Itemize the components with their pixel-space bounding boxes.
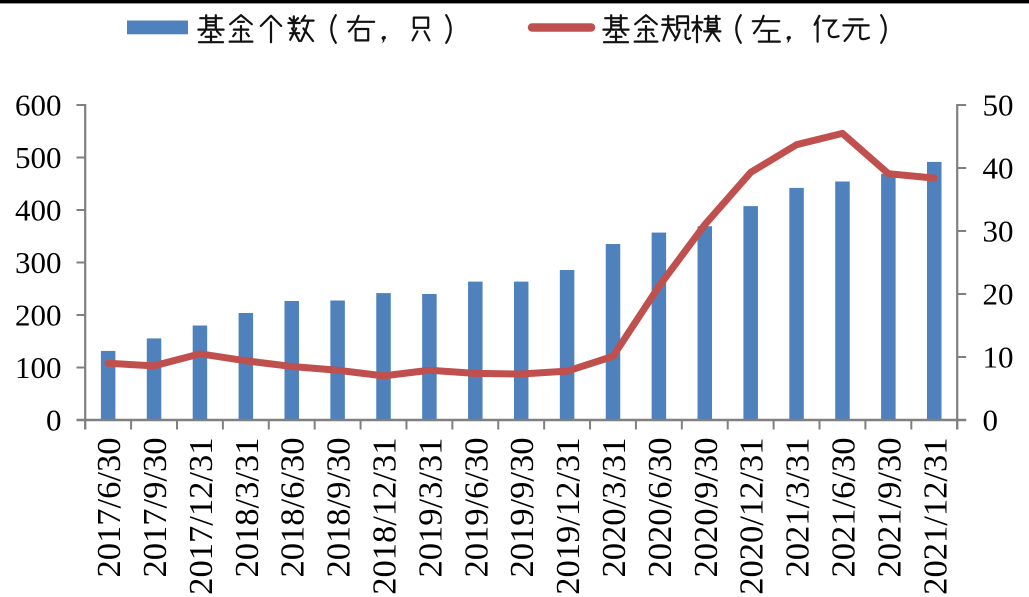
svg-text:2021/3/31: 2021/3/31 (780, 438, 817, 578)
svg-text:100: 100 (15, 350, 62, 385)
svg-text:2021/12/31: 2021/12/31 (917, 438, 954, 595)
svg-text:20: 20 (983, 277, 1014, 312)
svg-text:500: 500 (15, 140, 62, 175)
svg-text:50: 50 (983, 88, 1014, 123)
svg-text:2019/6/30: 2019/6/30 (458, 438, 495, 578)
svg-text:2017/12/31: 2017/12/31 (183, 438, 220, 595)
svg-text:2019/9/30: 2019/9/30 (504, 438, 541, 578)
svg-text:2021/6/30: 2021/6/30 (825, 438, 862, 578)
svg-text:0: 0 (46, 403, 62, 438)
svg-text:2019/12/31: 2019/12/31 (550, 438, 587, 595)
svg-text:200: 200 (15, 298, 62, 333)
svg-text:2019/3/31: 2019/3/31 (412, 438, 449, 578)
svg-text:2020/6/30: 2020/6/30 (642, 438, 679, 578)
svg-text:2018/9/30: 2018/9/30 (321, 438, 358, 578)
svg-text:2020/9/30: 2020/9/30 (688, 438, 725, 578)
svg-text:2017/9/30: 2017/9/30 (137, 438, 174, 578)
svg-text:2017/6/30: 2017/6/30 (91, 438, 128, 578)
svg-text:30: 30 (983, 214, 1014, 249)
svg-text:2021/9/30: 2021/9/30 (871, 438, 908, 578)
svg-text:2018/6/30: 2018/6/30 (275, 438, 312, 578)
svg-text:40: 40 (983, 151, 1014, 186)
svg-text:2020/12/31: 2020/12/31 (734, 438, 771, 595)
svg-text:300: 300 (15, 245, 62, 280)
svg-text:2018/3/31: 2018/3/31 (229, 438, 266, 578)
svg-text:400: 400 (15, 193, 62, 228)
svg-text:600: 600 (15, 88, 62, 123)
svg-text:0: 0 (983, 403, 999, 438)
svg-text:2018/12/31: 2018/12/31 (367, 437, 404, 594)
svg-text:2020/3/31: 2020/3/31 (596, 438, 633, 578)
svg-text:10: 10 (983, 340, 1014, 375)
